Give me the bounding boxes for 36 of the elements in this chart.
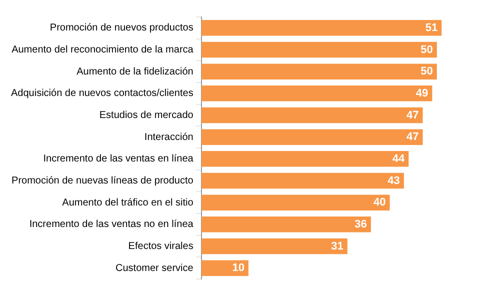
bar [201, 129, 423, 145]
y-tick-label: Interacción [144, 132, 194, 143]
data-label: 49 [416, 87, 428, 100]
bar [201, 216, 371, 232]
y-tick-label: Promoción de nuevos productos [50, 22, 194, 34]
bar [201, 260, 248, 276]
y-tick-label: Estudios de mercado [99, 110, 194, 121]
data-label: 50 [420, 66, 433, 78]
bar [201, 42, 437, 58]
y-tick-label: Aumento de la fidelización [76, 66, 194, 78]
data-label: 51 [425, 22, 438, 34]
data-label: 36 [354, 218, 367, 230]
y-tick-label: Efectos virales [128, 241, 194, 252]
bar [201, 107, 423, 124]
data-label: 47 [406, 109, 419, 122]
bar [201, 64, 437, 80]
bar [201, 86, 432, 102]
y-tick-label: Incremento de las ventas en línea [43, 154, 194, 165]
bar [201, 20, 442, 36]
data-label: 43 [388, 174, 400, 187]
y-tick-label: Promoción de nuevas líneas de producto [12, 176, 194, 186]
bar [201, 172, 404, 189]
y-tick-label: Incremento de las ventas no en línea [29, 219, 194, 230]
y-tick-label: Aumento del reconocimiento de la marca [12, 44, 194, 56]
y-tick-label: Aumento del tráfico en el sitio [62, 197, 194, 208]
data-label: 50 [420, 44, 433, 56]
data-label: 47 [406, 131, 419, 144]
data-label: 31 [331, 240, 344, 252]
y-tick-label: Adquisición de nuevos contactos/clientes [10, 88, 194, 100]
data-label: 10 [232, 262, 244, 274]
data-label: 40 [374, 196, 386, 209]
bar [201, 194, 390, 210]
y-tick-label: Customer service [116, 262, 194, 274]
bar [201, 238, 348, 254]
data-label: 44 [392, 152, 406, 165]
bar [201, 151, 409, 167]
